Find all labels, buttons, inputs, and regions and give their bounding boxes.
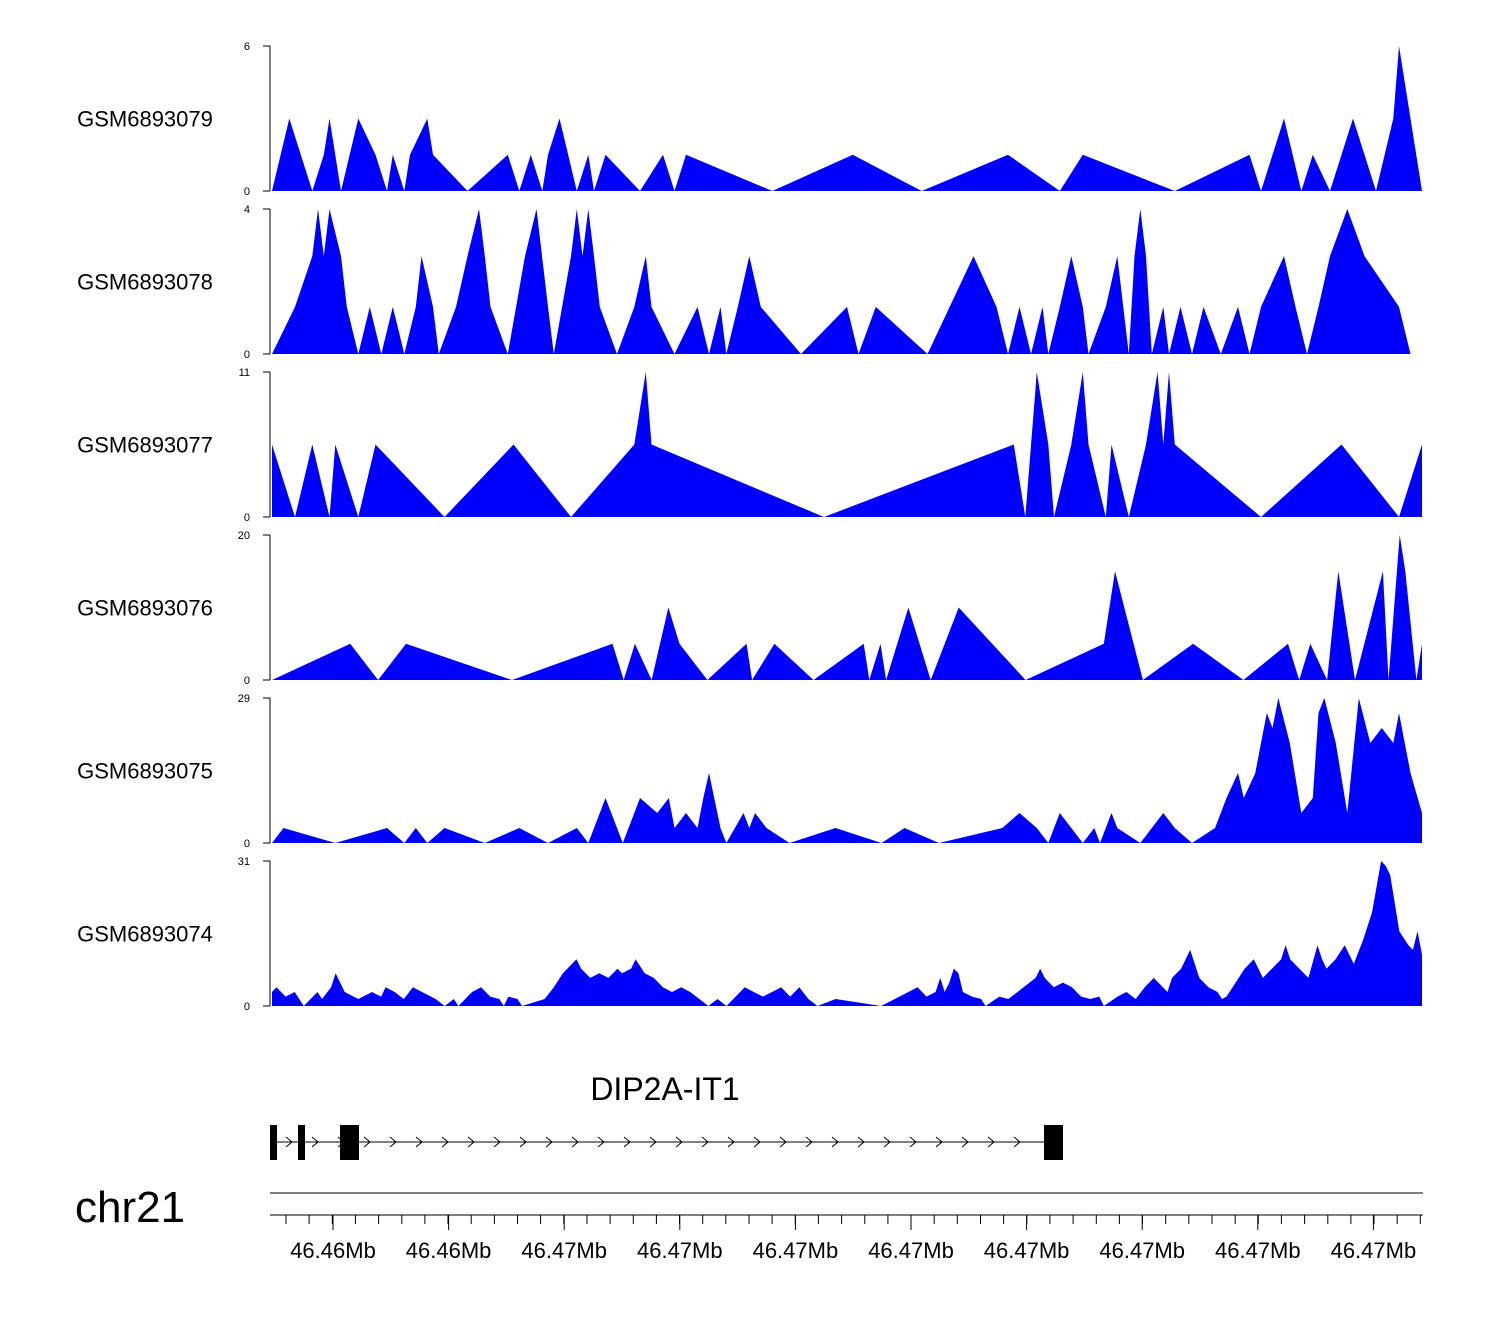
strand-arrow [779,1136,787,1148]
strand-arrow [1013,1136,1021,1148]
strand-arrow [753,1136,761,1148]
track-GSM6893076: GSM6893076 20 0 [77,530,1422,687]
strand-arrow [649,1136,657,1148]
y-max-label: 4 [244,204,250,216]
y-min-label: 0 [244,1001,250,1013]
y-min-label: 0 [244,349,250,361]
gene-annotation: DIP2A-IT1 [270,1071,1063,1160]
gene-exon-3 [340,1125,359,1160]
track-label: GSM6893079 [77,107,213,132]
y-max-label: 31 [238,856,250,868]
strand-arrow [493,1136,501,1148]
track-GSM6893078: GSM6893078 4 0 [77,204,1422,361]
chromosome-label: chr21 [75,1183,185,1232]
coverage-tracks: GSM689307960GSM689307840GSM6893077110GSM… [77,41,1422,1013]
strand-arrow [805,1136,813,1148]
x-tick-label: 46.47Mb [868,1238,954,1263]
track-label: GSM6893078 [77,270,213,295]
strand-arrow [727,1136,735,1148]
coverage-area [272,372,1422,517]
track-label: GSM6893074 [77,922,213,947]
x-tick-label: 46.47Mb [521,1238,607,1263]
track-GSM6893074: GSM6893074 31 0 [77,856,1422,1013]
strand-arrow [935,1136,943,1148]
track-label: GSM6893077 [77,433,213,458]
gene-name-label: DIP2A-IT1 [590,1071,739,1107]
strand-arrow [701,1136,709,1148]
strand-arrow [415,1136,423,1148]
strand-arrow [467,1136,475,1148]
strand-arrow [441,1136,449,1148]
strand-arrow [831,1136,839,1148]
y-max-label: 6 [244,41,250,53]
y-max-label: 29 [238,693,250,705]
track-label: GSM6893076 [77,596,213,621]
track-GSM6893079: GSM6893079 6 0 [77,41,1422,198]
strand-arrow [285,1136,293,1148]
track-GSM6893077: GSM6893077 11 0 [77,367,1422,524]
x-tick-label: 46.47Mb [637,1238,723,1263]
x-tick-label: 46.46Mb [406,1238,492,1263]
chromosome-axis: chr21 46.46Mb 46.46Mb 46.47Mb 46.47Mb 46.47M… [75,1183,1423,1263]
gene-exon-1 [270,1125,277,1160]
y-min-label: 0 [244,186,250,198]
strand-arrow [545,1136,553,1148]
strand-arrow [623,1136,631,1148]
coverage-area [272,209,1422,354]
gene-exon-2 [298,1125,305,1160]
y-max-label: 20 [238,530,250,542]
strand-arrow [597,1136,605,1148]
strand-arrow [909,1136,917,1148]
strand-arrow [987,1136,995,1148]
y-min-label: 0 [244,675,250,687]
strand-arrow [519,1136,527,1148]
gene-strand-arrows [285,1136,1021,1148]
track-GSM6893075: GSM6893075 29 0 [77,693,1422,850]
strand-arrow [961,1136,969,1148]
strand-arrow [857,1136,865,1148]
strand-arrow [675,1136,683,1148]
y-min-label: 0 [244,512,250,524]
strand-arrow [311,1136,319,1148]
strand-arrow [363,1136,371,1148]
x-tick-label: 46.47Mb [1215,1238,1301,1263]
coverage-area [272,698,1422,843]
y-max-label: 11 [239,367,250,379]
coverage-area [272,535,1422,680]
strand-arrow [883,1136,891,1148]
strand-arrow [571,1136,579,1148]
track-label: GSM6893075 [77,759,213,784]
strand-arrow [389,1136,397,1148]
gene-exon-4 [1044,1125,1063,1160]
x-tick-label: 46.47Mb [984,1238,1070,1263]
x-tick-label: 46.47Mb [1099,1238,1185,1263]
y-min-label: 0 [244,838,250,850]
x-tick-label: 46.47Mb [1331,1238,1417,1263]
x-tick-label: 46.47Mb [753,1238,839,1263]
x-axis-ticks: 46.46Mb 46.46Mb 46.47Mb 46.47Mb 46.47Mb 46.47… [285,1215,1421,1263]
coverage-area [272,46,1422,191]
x-tick-label: 46.46Mb [290,1238,376,1263]
coverage-area [272,861,1422,1006]
